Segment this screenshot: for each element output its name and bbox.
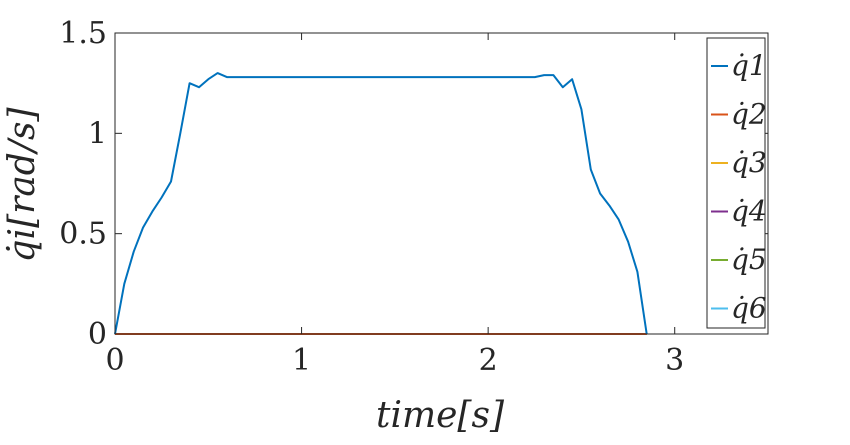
- legend-label-2: q̇2: [731, 98, 767, 131]
- legend-label-3: q̇3: [731, 146, 767, 179]
- series-line-1: [114, 72, 648, 335]
- y-tick-label: 1: [88, 116, 107, 151]
- y-tick-label: 0.5: [59, 217, 107, 252]
- x-tick-label: 2: [479, 343, 498, 378]
- legend: q̇1 q̇2 q̇3 q̇4 q̇5 q̇6: [706, 37, 767, 329]
- axes-box: [114, 32, 769, 335]
- x-tick-label: 0: [105, 343, 124, 378]
- plot-area: [115, 33, 768, 334]
- legend-label-4: q̇4: [731, 195, 767, 228]
- legend-box: [706, 37, 766, 329]
- y-axis-label: q̇i[rad/s]: [2, 107, 43, 263]
- x-axis-label: time[s]: [376, 395, 505, 436]
- legend-label-6: q̇6: [731, 292, 767, 325]
- y-tick-label: 1.5: [59, 16, 107, 51]
- x-tick-label: 1: [292, 343, 311, 378]
- legend-label-5: q̇5: [731, 243, 767, 276]
- legend-label-1: q̇1: [731, 49, 767, 82]
- axes: [114, 32, 769, 335]
- x-tick-label: 3: [665, 343, 684, 378]
- ticks: 0 1 2 3 0 0.5 1 1.5: [59, 16, 768, 378]
- y-tick-label: 0: [88, 317, 107, 352]
